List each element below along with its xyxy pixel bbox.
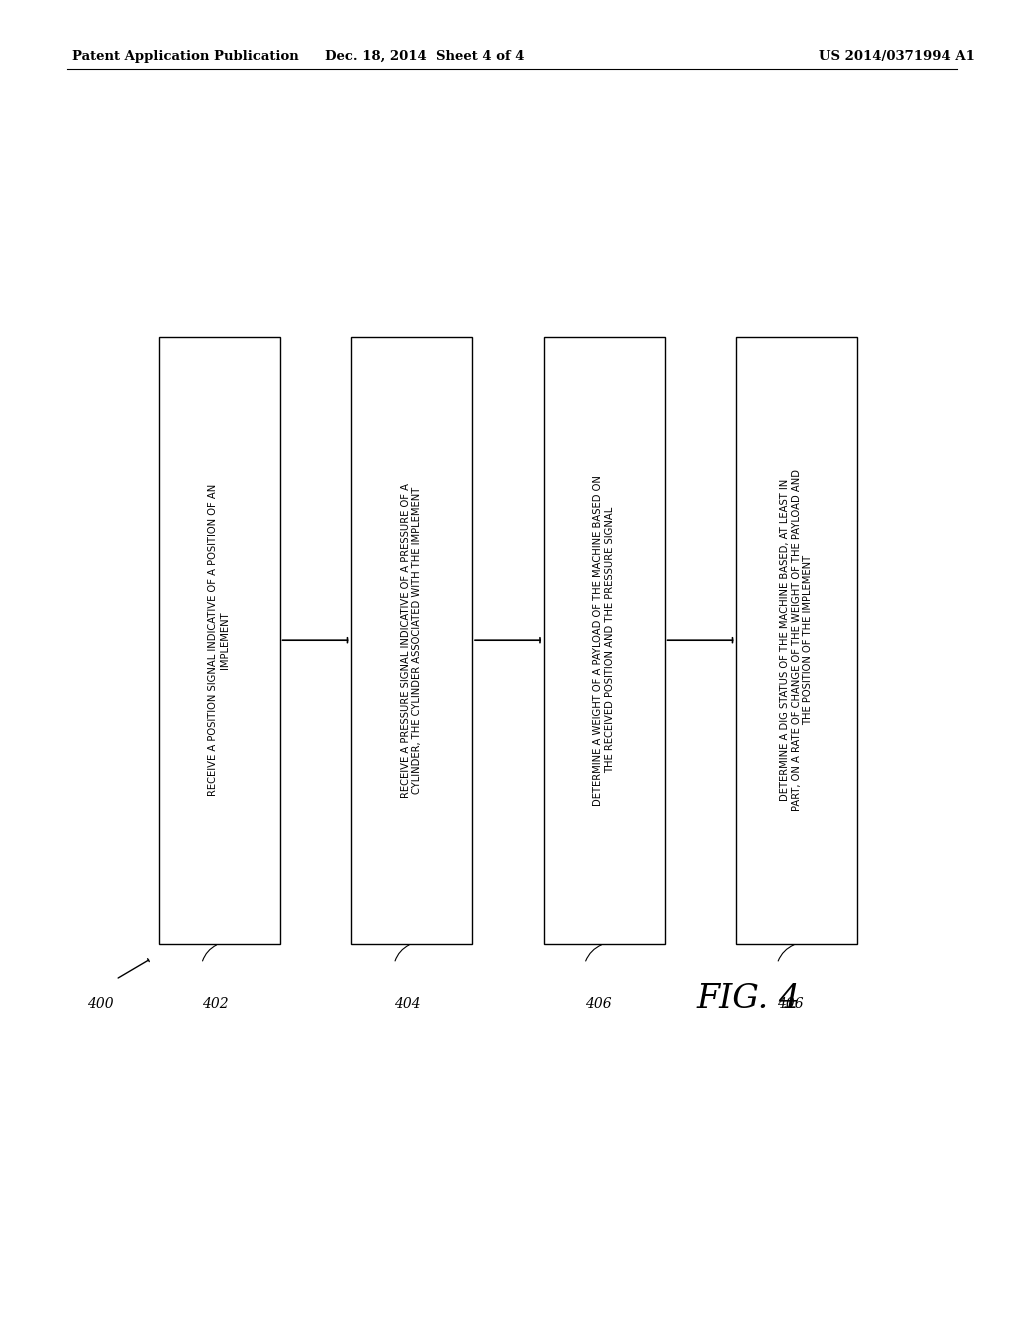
Text: Dec. 18, 2014  Sheet 4 of 4: Dec. 18, 2014 Sheet 4 of 4 xyxy=(326,50,524,63)
Text: RECEIVE A POSITION SIGNAL INDICATIVE OF A POSITION OF AN
IMPLEMENT: RECEIVE A POSITION SIGNAL INDICATIVE OF … xyxy=(208,484,230,796)
Text: 406: 406 xyxy=(777,997,804,1011)
Text: DETERMINE A DIG STATUS OF THE MACHINE BASED, AT LEAST IN
PART, ON A RATE OF CHAN: DETERMINE A DIG STATUS OF THE MACHINE BA… xyxy=(780,469,813,812)
Text: Patent Application Publication: Patent Application Publication xyxy=(72,50,298,63)
Text: 400: 400 xyxy=(87,997,114,1011)
Text: 404: 404 xyxy=(394,997,421,1011)
Text: 402: 402 xyxy=(202,997,228,1011)
Text: 406: 406 xyxy=(585,997,611,1011)
Text: DETERMINE A WEIGHT OF A PAYLOAD OF THE MACHINE BASED ON
THE RECEIVED POSITION AN: DETERMINE A WEIGHT OF A PAYLOAD OF THE M… xyxy=(593,475,615,805)
Text: US 2014/0371994 A1: US 2014/0371994 A1 xyxy=(819,50,975,63)
Text: FIG. 4: FIG. 4 xyxy=(696,983,801,1015)
Text: RECEIVE A PRESSURE SIGNAL INDICATIVE OF A PRESSURE OF A
CYLINDER, THE CYLINDER A: RECEIVE A PRESSURE SIGNAL INDICATIVE OF … xyxy=(400,483,423,797)
